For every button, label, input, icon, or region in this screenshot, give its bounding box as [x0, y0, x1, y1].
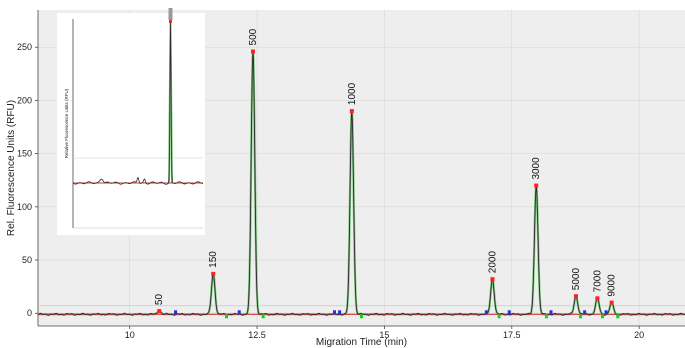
y-tick-label: 0 — [27, 308, 32, 318]
peak-label: 50 — [154, 294, 165, 306]
peak-end-marker — [224, 314, 228, 319]
peak-start-marker — [549, 310, 553, 315]
peak-end-marker — [600, 314, 604, 319]
y-tick-label: 200 — [17, 95, 32, 105]
peak-apex-marker — [595, 296, 600, 301]
peak-label: 500 — [248, 28, 259, 45]
peak-end-marker — [579, 314, 583, 319]
peak-label: 1000 — [347, 82, 358, 105]
x-tick-label: 20 — [634, 330, 644, 340]
x-tick-label: 12.5 — [248, 330, 266, 340]
y-tick-label: 150 — [17, 149, 32, 159]
inset-y-axis-label: Relative Fluorescence Units (RFU) — [64, 88, 69, 158]
signal-trace — [37, 51, 685, 316]
peak-end-marker — [497, 314, 501, 319]
peak-apex-marker — [250, 49, 255, 54]
x-axis-label: Migration Time (min) — [316, 337, 407, 348]
inset-peak-label-smudge — [168, 8, 173, 20]
peak-end-marker — [544, 314, 548, 319]
y-axis-label: Rel. Fluorescence Units (RFU) — [6, 100, 17, 236]
peak-start-marker — [338, 310, 342, 315]
inset-panel: Relative Fluorescence Units (RFU) — [57, 8, 205, 235]
peak-start-marker — [604, 310, 608, 315]
peak-apex-marker — [157, 309, 162, 314]
peak-label: 9000 — [607, 274, 618, 297]
x-tick-label: 17.5 — [503, 330, 521, 340]
peak-end-marker — [261, 314, 265, 319]
y-tick-label: 50 — [22, 255, 32, 265]
peak-start-marker — [507, 310, 511, 315]
peak-start-marker — [174, 310, 178, 315]
x-axis: 10 12.5 15 17.5 20 — [38, 325, 685, 340]
peak-apex-marker — [573, 294, 578, 299]
peak-label: 5000 — [571, 268, 582, 291]
inset-background — [57, 13, 205, 235]
peak-end-marker — [360, 314, 363, 319]
peak-start-marker — [583, 310, 587, 315]
peak-labels: 50 150 500 1000 2000 3000 5000 7000 9000 — [154, 28, 617, 305]
peak-apex-marker — [609, 300, 614, 305]
peak-start-marker — [237, 310, 241, 315]
peak-start-marker — [484, 310, 488, 315]
peak-label: 150 — [208, 251, 219, 268]
y-axis: 0 50 100 150 200 250 — [17, 10, 39, 326]
x-tick-label: 15 — [379, 330, 389, 340]
peak-apex-marker — [349, 109, 354, 114]
peak-label: 7000 — [592, 270, 603, 293]
peak-apex-marker — [211, 271, 216, 276]
y-tick-label: 250 — [17, 42, 32, 52]
peak-markers — [157, 49, 620, 319]
peak-apex-marker — [490, 277, 495, 282]
peak-apex-marker — [534, 183, 539, 188]
inset-peak-apex-marker — [169, 20, 172, 23]
peak-end-marker — [616, 314, 620, 319]
peak-start-marker — [332, 310, 336, 315]
inset-signal-trace — [72, 22, 204, 185]
x-tick-label: 10 — [125, 330, 135, 340]
peak-label: 3000 — [531, 157, 542, 180]
y-tick-label: 100 — [17, 202, 32, 212]
peak-label: 2000 — [487, 251, 498, 274]
